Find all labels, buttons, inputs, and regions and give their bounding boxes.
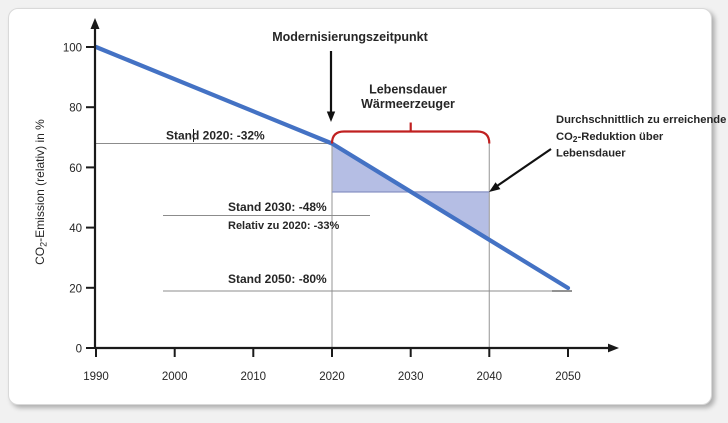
x-tick-label-2000: 2000	[162, 371, 188, 383]
x-tick-label-2020: 2020	[319, 371, 345, 383]
x-tick-label-2030: 2030	[398, 371, 424, 383]
x-tick-label-1990: 1990	[83, 371, 109, 383]
stand-2030-sublabel: Relativ zu 2020: -33%	[228, 220, 339, 232]
stand-2020-label: Stand 2020: -32%	[166, 129, 265, 143]
y-tick-label-40: 40	[69, 223, 82, 235]
y-axis-title-pre: CO	[33, 247, 47, 265]
y-axis-title: CO2-Emission (relativ) in %	[33, 119, 49, 265]
y-tick-label-100: 100	[63, 43, 82, 55]
lifespan-bracket-icon	[330, 122, 491, 144]
y-axis-title-sub: 2	[39, 242, 49, 247]
x-tick-label-2050: 2050	[555, 371, 581, 383]
x-tick-label-2040: 2040	[477, 371, 503, 383]
y-axis-title-post: -Emission (relativ) in %	[33, 119, 47, 242]
lifespan-label: Lebensdauer Wärmeerzeuger	[361, 83, 455, 112]
y-tick-label-20: 20	[69, 283, 82, 295]
average-reduction-line2-pre: CO	[556, 131, 573, 143]
y-tick-label-80: 80	[69, 103, 82, 115]
average-reduction-line2-post: -Reduktion über	[578, 131, 664, 143]
y-axis-arrowhead-icon	[90, 18, 100, 29]
y-tick-label-0: 0	[76, 344, 82, 356]
x-tick-label-2010: 2010	[241, 371, 267, 383]
average-reduction-line2-sub: 2	[573, 134, 578, 144]
average-reduction-line2: CO2-Reduktion über	[556, 131, 664, 144]
average-reduction-arrow-line	[496, 148, 552, 187]
stand-2050-label: Stand 2050: -80%	[228, 272, 327, 286]
average-reduction-line1: Durchschnittlich zu erreichende	[556, 114, 726, 126]
lifespan-annotation: Lebensdauer Wärmeerzeuger	[330, 83, 491, 144]
lifespan-label-line2: Wärmeerzeuger	[361, 97, 455, 111]
stand-2030-label: Stand 2030: -48%	[228, 200, 327, 214]
lifespan-bracket-bar	[330, 130, 491, 144]
x-axis-arrowhead-icon	[608, 343, 619, 353]
modernization-label: Modernisierungszeitpunkt	[272, 30, 428, 44]
average-reduction-arrowhead-icon	[489, 182, 501, 192]
lifespan-label-line1: Lebensdauer	[369, 83, 447, 97]
axes	[86, 27, 609, 357]
chart-card	[8, 8, 712, 405]
average-reduction-annotation: Durchschnittlich zu erreichende CO2-Redu…	[489, 114, 726, 192]
y-tick-label-60: 60	[69, 163, 82, 175]
x-tick-labels: 1990 2000 2010 2020 2030 2040 2050	[83, 371, 581, 383]
average-reduction-line3: Lebensdauer	[556, 148, 626, 160]
modernization-arrowhead-icon	[326, 111, 336, 122]
y-tick-labels: 100 80 60 40 20 0	[63, 43, 82, 356]
